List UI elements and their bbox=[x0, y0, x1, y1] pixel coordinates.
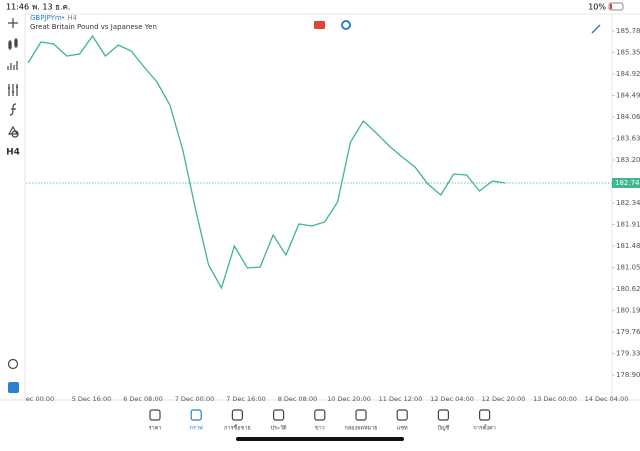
y-tick-label: 185.780 bbox=[616, 27, 640, 35]
left-toolbar bbox=[7, 18, 19, 370]
tab-label[interactable]: การตั้งค่า bbox=[473, 424, 495, 432]
y-tick-label: 180.190 bbox=[616, 307, 640, 315]
x-tick-label: 6 Dec 08:00 bbox=[123, 395, 163, 403]
y-tick-label: 179.330 bbox=[616, 350, 640, 358]
price-line bbox=[27, 34, 506, 290]
tab-icon[interactable] bbox=[314, 409, 326, 421]
y-tick-label: 184.490 bbox=[616, 92, 640, 100]
chart-type-tool[interactable] bbox=[8, 38, 18, 50]
status-date: พ. 13 ธ.ค. bbox=[32, 3, 70, 12]
x-tick-label: 8 Dec 08:00 bbox=[278, 395, 318, 403]
tab-label[interactable]: กราฟ bbox=[190, 425, 203, 432]
chart-symbol: GBPJPYm bbox=[30, 14, 62, 22]
y-tick-label: 183.200 bbox=[616, 156, 640, 164]
x-tick-label: ec 00:00 bbox=[26, 395, 54, 403]
tab-label[interactable]: ประวัติ bbox=[271, 425, 287, 432]
tab-icon[interactable] bbox=[479, 409, 491, 421]
tab-label[interactable]: ข่าว bbox=[315, 426, 325, 432]
current-price-label: 182.740 bbox=[615, 179, 640, 187]
x-tick-label: 11 Dec 12:00 bbox=[379, 395, 423, 403]
y-tick-label: 185.350 bbox=[616, 49, 640, 57]
tab-icon[interactable] bbox=[437, 409, 449, 421]
tab-label[interactable]: การซื้อขาย bbox=[224, 424, 250, 432]
oneclick-button[interactable] bbox=[341, 20, 351, 30]
x-tick-label: 13 Dec 00:00 bbox=[533, 395, 577, 403]
x-tick-label: 12 Dec 04:00 bbox=[430, 395, 474, 403]
chart-description: Great Britain Pound vs Japanese Yen bbox=[30, 23, 157, 31]
current-price-box bbox=[612, 178, 640, 188]
tab-label[interactable]: ราคา bbox=[149, 426, 162, 432]
y-tick-label: 179.760 bbox=[616, 328, 640, 336]
y-tick-label: 182.340 bbox=[616, 199, 640, 207]
x-tick-label: 7 Dec 00:00 bbox=[175, 395, 215, 403]
x-tick-label: 7 Dec 16:00 bbox=[226, 395, 266, 403]
chart-period: • H4 bbox=[61, 14, 78, 22]
x-tick-label: 14 Dec 04:00 bbox=[585, 395, 629, 403]
y-tick-label: 181.050 bbox=[616, 264, 640, 272]
search-tool[interactable] bbox=[7, 358, 19, 370]
y-tick-label: 180.620 bbox=[616, 285, 640, 293]
draw-button[interactable] bbox=[591, 24, 601, 34]
y-tick-label: 178.900 bbox=[616, 371, 640, 379]
crosshair-tool[interactable] bbox=[8, 18, 18, 28]
y-tick-label: 184.920 bbox=[616, 70, 640, 78]
tab-icon[interactable] bbox=[231, 409, 243, 421]
battery-icon bbox=[608, 2, 624, 11]
trade-button[interactable] bbox=[314, 21, 325, 29]
status-time: 11:46 bbox=[6, 3, 29, 12]
y-tick-label: 184.060 bbox=[616, 113, 640, 121]
status-battery: 10% bbox=[588, 3, 606, 12]
x-tick-label: 10 Dec 20:00 bbox=[327, 395, 371, 403]
y-tick-label: 181.480 bbox=[616, 242, 640, 250]
tab-icon[interactable] bbox=[190, 409, 202, 421]
tab-label[interactable]: กล่องจดหมาย bbox=[344, 426, 377, 432]
app-icon[interactable] bbox=[8, 382, 19, 393]
functions-tool[interactable] bbox=[9, 103, 17, 116]
x-tick-label: 12 Dec 20:00 bbox=[482, 395, 526, 403]
tab-icon[interactable] bbox=[273, 409, 285, 421]
x-tick-label: 5 Dec 16:00 bbox=[72, 395, 112, 403]
battery-level bbox=[610, 4, 612, 9]
tab-label[interactable]: แชท bbox=[397, 425, 408, 432]
tab-icon[interactable] bbox=[355, 409, 367, 421]
tab-icon[interactable] bbox=[149, 409, 161, 421]
indicators-tool[interactable] bbox=[8, 84, 18, 96]
timeframe-button[interactable]: H4 bbox=[6, 148, 20, 158]
tab-label[interactable]: บัญชี bbox=[437, 425, 449, 432]
y-tick-label: 181.910 bbox=[616, 221, 640, 229]
volume-tool[interactable] bbox=[7, 61, 18, 70]
y-tick-label: 183.630 bbox=[616, 135, 640, 143]
home-indicator bbox=[236, 437, 404, 441]
objects-tool[interactable] bbox=[7, 125, 19, 138]
tab-icon[interactable] bbox=[396, 409, 408, 421]
